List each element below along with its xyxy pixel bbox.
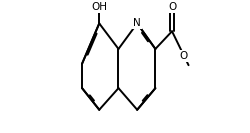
Text: OH: OH	[91, 2, 107, 12]
Text: N: N	[133, 18, 140, 28]
Text: O: O	[167, 2, 175, 12]
Text: O: O	[179, 51, 187, 61]
